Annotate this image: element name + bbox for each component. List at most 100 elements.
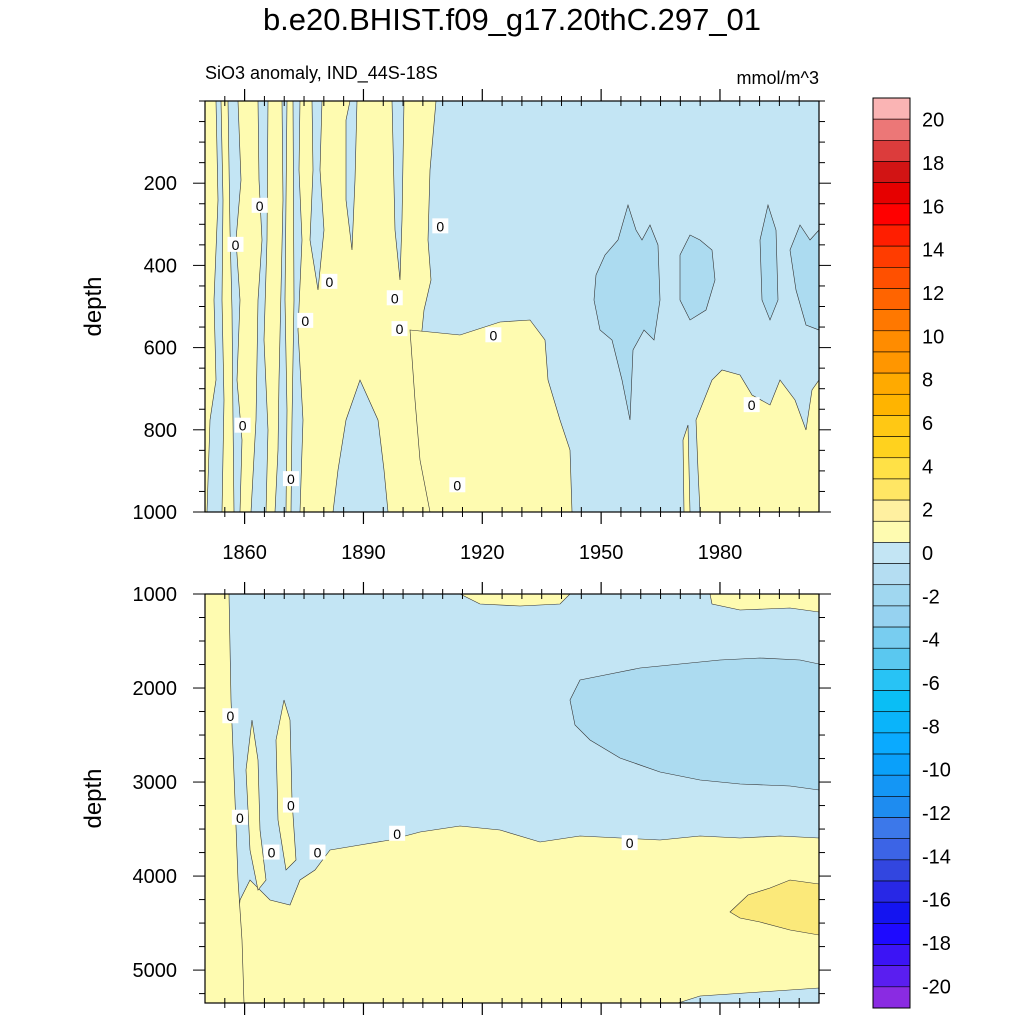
colorbar-segment <box>872 732 911 755</box>
contour-label-bg <box>297 312 314 328</box>
colorbar-segment <box>872 986 911 1009</box>
colorbar-tick-label: -18 <box>922 933 951 955</box>
contour-label: 0 <box>453 477 461 493</box>
contour-label-bg <box>386 290 403 306</box>
colorbar-segment <box>872 330 911 353</box>
contour-label: 0 <box>256 198 264 214</box>
colorbar-segment <box>872 267 911 289</box>
lower-y-tick-label: 2000 <box>133 678 178 700</box>
colorbar-tick-label: -4 <box>922 630 940 652</box>
colorbar-segment <box>872 838 911 861</box>
contour-label-bg <box>251 197 268 213</box>
lower-y-tick-label: 1000 <box>133 584 178 606</box>
colorbar-tick-label: -14 <box>922 846 951 868</box>
contour-label-bg <box>231 809 248 825</box>
colorbar-segment <box>872 605 911 628</box>
contour-label: 0 <box>626 835 634 851</box>
colorbar-segment <box>872 140 911 162</box>
colorbar-tick-label: 14 <box>922 240 944 262</box>
colorbar-segment <box>872 711 911 734</box>
lower-y-tick-label: 3000 <box>133 772 178 794</box>
contour-label: 0 <box>301 313 309 329</box>
colorbar-segment <box>872 901 911 924</box>
colorbar-segment <box>872 859 911 882</box>
contour-label: 0 <box>226 708 234 724</box>
colorbar-tick-label: 18 <box>922 153 944 175</box>
colorbar-segment <box>872 626 911 649</box>
colorbar-segment <box>872 944 911 966</box>
contour-label-bg <box>227 236 244 252</box>
colorbar-segment <box>872 203 911 226</box>
colorbar-segment <box>872 309 911 332</box>
colorbar-segment <box>872 753 911 776</box>
contour-label-bg <box>309 844 326 860</box>
colorbar-frame <box>872 97 911 1009</box>
colorbar-tick-label: -12 <box>922 803 951 825</box>
colorbar-segment <box>872 97 911 120</box>
upper-y-axis-label: depth <box>80 276 107 336</box>
colorbar-segment <box>872 563 911 586</box>
contour-label-bg <box>389 825 406 841</box>
contour-label-bg <box>282 471 299 487</box>
colorbar-segment <box>872 965 911 988</box>
contour-label: 0 <box>236 810 244 826</box>
contour-label: 0 <box>436 218 444 234</box>
contour-label: 0 <box>314 845 322 861</box>
x-tick-label: 1890 <box>341 542 386 564</box>
colorbar-tick-label: 16 <box>922 196 944 218</box>
colorbar-tick-label: -10 <box>922 760 951 782</box>
contour-label-bg <box>391 321 408 337</box>
colorbar-segment <box>872 690 911 713</box>
variable-region-label: SiO3 anomaly, IND_44S-18S <box>205 63 438 83</box>
colorbar-segment <box>872 372 911 395</box>
colorbar-segment <box>872 245 911 268</box>
colorbar-tick-label: 6 <box>922 413 933 435</box>
colorbar-segment <box>872 436 911 459</box>
colorbar-segment <box>872 182 911 205</box>
contour-label: 0 <box>325 274 333 290</box>
contour-label: 0 <box>489 327 497 343</box>
colorbar-segment <box>872 817 911 839</box>
colorbar-segment <box>872 288 911 310</box>
lower-y-tick-label: 5000 <box>133 960 178 982</box>
contour-label-bg <box>234 417 251 433</box>
colorbar-tick-label: -6 <box>922 673 940 695</box>
colorbar-segment <box>872 647 911 670</box>
contour-label: 0 <box>391 290 399 306</box>
upper-y-tick-label: 200 <box>144 173 177 195</box>
colorbar-segment <box>872 478 911 501</box>
colorbar-tick-label: 20 <box>922 110 944 132</box>
upper-y-tick-label: 1000 <box>133 502 178 524</box>
x-tick-label: 1950 <box>579 542 624 564</box>
colorbar-segment <box>872 774 911 797</box>
contour-label-bg <box>743 397 760 413</box>
colorbar-tick-label: -16 <box>922 890 951 912</box>
lower-y-tick-label: 4000 <box>133 866 178 888</box>
contour-label-bg <box>282 797 299 813</box>
colorbar-segment <box>872 880 911 903</box>
contour-label-bg <box>449 477 466 493</box>
colorbar-tick-label: 12 <box>922 283 944 305</box>
contour-label-bg <box>432 218 449 234</box>
upper-contour-field <box>205 101 819 512</box>
colorbar-segment <box>872 457 911 480</box>
colorbar-segment <box>872 499 911 522</box>
upper-y-tick-label: 600 <box>144 338 177 360</box>
upper-y-tick-label: 400 <box>144 255 177 277</box>
contour-label-bg <box>263 844 280 860</box>
colorbar-tick-label: -8 <box>922 716 940 738</box>
contour-label-bg <box>222 708 239 724</box>
contour-label: 0 <box>232 237 240 253</box>
colorbar-segment <box>872 796 911 818</box>
chart-title: b.e20.BHIST.f09_g17.20thC.297_01 <box>262 2 762 37</box>
contour-label-bg <box>321 273 338 289</box>
colorbar-segment <box>872 351 911 374</box>
contour-label: 0 <box>396 321 404 337</box>
colorbar-segment <box>872 118 911 141</box>
colorbar-segment <box>872 923 911 945</box>
lower-y-axis-label: depth <box>80 768 107 828</box>
colorbar-segment <box>872 224 911 247</box>
colorbar-tick-label: 2 <box>922 500 933 522</box>
contour-label: 0 <box>268 845 276 861</box>
